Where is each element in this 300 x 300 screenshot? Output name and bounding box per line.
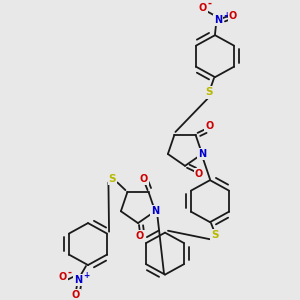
Text: O: O <box>199 4 207 14</box>
Text: S: S <box>211 230 219 241</box>
Text: -: - <box>68 268 72 278</box>
Text: O: O <box>136 231 144 242</box>
Text: N: N <box>74 275 82 285</box>
Text: O: O <box>72 290 80 300</box>
Text: O: O <box>229 11 237 21</box>
Text: O: O <box>206 121 214 131</box>
Text: O: O <box>195 169 203 179</box>
Text: N: N <box>214 15 222 25</box>
Text: N: N <box>151 206 159 216</box>
Text: +: + <box>83 271 89 280</box>
Text: S: S <box>205 87 213 98</box>
Text: O: O <box>59 272 67 283</box>
Text: -: - <box>208 0 212 9</box>
Text: S: S <box>109 174 116 184</box>
Text: N: N <box>198 149 206 159</box>
Text: O: O <box>140 174 148 184</box>
Text: +: + <box>223 11 229 20</box>
